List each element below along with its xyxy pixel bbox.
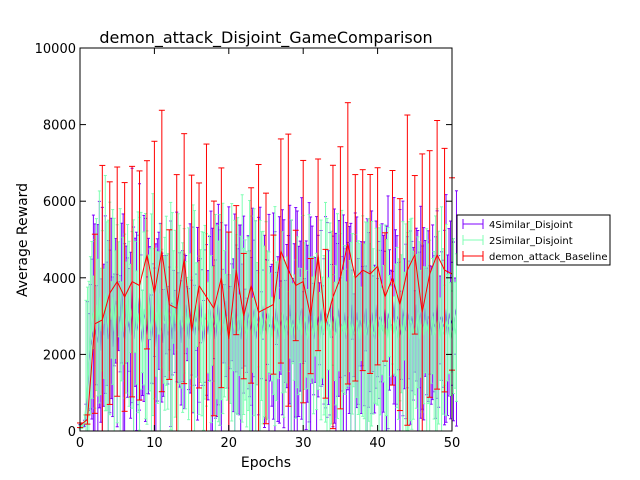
series-line [79,243,453,426]
legend: 4Similar_Disjoint 2Similar_Disjoint demon_… [456,214,611,266]
y-tick-label: 10000 [35,42,76,57]
x-tick-label: 0 [76,436,84,451]
series-line [79,289,457,428]
x-tick-label: 40 [369,436,386,451]
legend-label: 4Similar_Disjoint [489,220,573,231]
legend-label: demon_attack_Baseline [489,252,607,263]
ticks-layer: 0 10 20 30 40 50 0 2000 4000 6000 8000 10000 [35,42,461,451]
series-layer [77,102,458,432]
x-tick-label: 20 [221,436,238,451]
plot-frame [79,47,453,432]
y-tick-label: 2000 [43,348,76,363]
x-axis-label: Epochs [241,455,291,471]
x-tick-label: 10 [146,436,163,451]
legend-label: 2Similar_Disjoint [489,236,573,247]
x-tick-label: 30 [295,436,312,451]
y-tick-label: 4000 [43,272,76,287]
x-tick-label: 50 [444,436,461,451]
y-tick-label: 8000 [43,119,76,134]
y-tick-label: 0 [68,425,76,440]
y-axis-label: Average Reward [15,183,31,297]
chart-title: demon_attack_Disjoint_GameComparison [99,28,432,48]
series-1 [78,174,458,432]
y-tick-label: 6000 [43,195,76,210]
series-2 [77,102,455,432]
